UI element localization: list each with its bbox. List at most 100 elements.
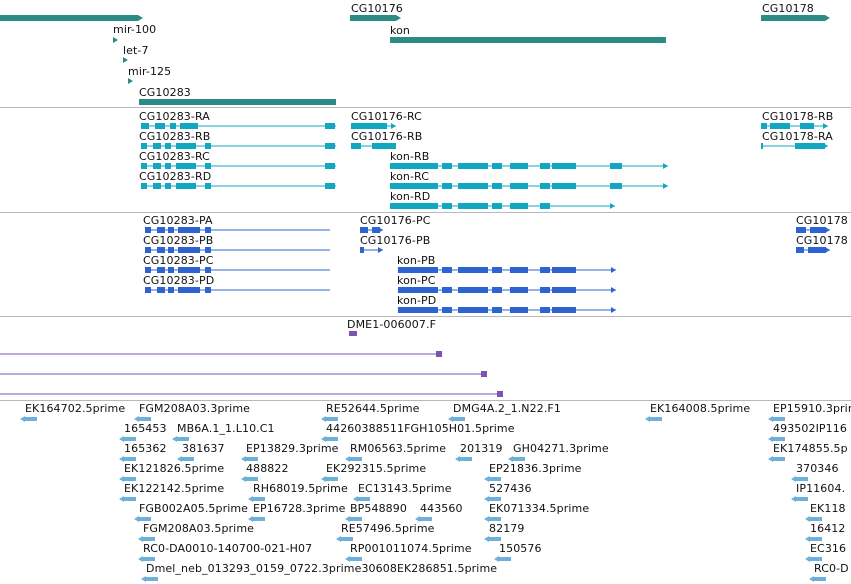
est-label[interactable]: RE57496.5prime	[341, 522, 435, 535]
transcript-label[interactable]: CG10178-RB	[762, 110, 834, 123]
est-label[interactable]: RH68019.5prime	[253, 482, 348, 495]
protein-label[interactable]: CG10178	[796, 214, 848, 227]
est-label[interactable]: EK121826.5prime	[124, 462, 225, 475]
est-label[interactable]: MB6A.1_1.L10.C1	[177, 422, 275, 435]
est-label[interactable]: EK164702.5prime	[25, 402, 126, 415]
gene-label[interactable]: CG10178	[762, 2, 814, 15]
est-label[interactable]: RM06563.5prime	[350, 442, 447, 455]
est-label[interactable]: 527436	[489, 482, 532, 495]
est-tick	[420, 517, 432, 521]
protein-label[interactable]: CG10283-PD	[143, 274, 215, 287]
transcript-label[interactable]: CG10283-RA	[139, 110, 210, 123]
est-label[interactable]: EP21836.3prime	[489, 462, 582, 475]
exon-block	[442, 163, 452, 169]
est-label[interactable]: EC13143.5prime	[358, 482, 452, 495]
protein-label[interactable]: kon-PC	[397, 274, 436, 287]
gene-label[interactable]: CG10176	[351, 2, 403, 15]
est-label[interactable]: RE52644.5prime	[326, 402, 420, 415]
transcript-label[interactable]: CG10176-RB	[351, 130, 423, 143]
est-tick	[499, 557, 511, 561]
alignment-track: DME1-006007.F	[0, 317, 851, 400]
est-label[interactable]: 381637	[182, 442, 225, 455]
track-divider	[0, 212, 851, 213]
est-label[interactable]: EK071334.5prime	[489, 502, 590, 515]
transcript-label[interactable]: kon-RB	[390, 150, 430, 163]
est-label[interactable]: FGM208A03.5prime	[143, 522, 254, 535]
protein-label[interactable]: CG10176-PB	[360, 234, 431, 247]
est-tick	[460, 457, 472, 461]
gene-bar-cg10176[interactable]	[350, 15, 396, 21]
est-tick	[773, 417, 785, 421]
gene-label[interactable]: mir-100	[113, 23, 157, 36]
protein-label[interactable]: CG10283-PB	[143, 234, 214, 247]
protein-label[interactable]: kon-PB	[397, 254, 436, 267]
strand-arrow-icon	[113, 37, 118, 43]
gene-bar-kon[interactable]	[390, 37, 666, 43]
gene-label[interactable]: let-7	[123, 44, 149, 57]
est-label[interactable]: IP11604.	[796, 482, 846, 495]
est-label[interactable]: 150576	[499, 542, 542, 555]
gene-label[interactable]: CG10283	[139, 86, 191, 99]
est-label[interactable]: 201319	[460, 442, 503, 455]
est-label[interactable]: FGM208A03.3prime	[139, 402, 250, 415]
strand-arrow-icon	[809, 576, 814, 582]
est-label[interactable]: 44260388511FGH105H01.5prime	[326, 422, 515, 435]
est-label[interactable]: EK292315.5prime	[326, 462, 427, 475]
est-label[interactable]: RC0-DA0010-140700-021-H07	[143, 542, 313, 555]
gene-bar-cg10178[interactable]	[761, 15, 825, 21]
exon-block	[390, 163, 438, 169]
gene-label[interactable]: kon	[390, 24, 410, 37]
est-label[interactable]: EK164008.5prime	[650, 402, 751, 415]
est-label[interactable]: 488822	[246, 462, 289, 475]
est-label[interactable]: EC316	[810, 542, 847, 555]
est-label[interactable]: 82179	[489, 522, 525, 535]
est-tick	[253, 497, 265, 501]
est-label[interactable]: RP001011074.5prime	[350, 542, 472, 555]
est-label[interactable]: EK122142.5prime	[124, 482, 225, 495]
est-label[interactable]: 165362	[124, 442, 167, 455]
protein-label[interactable]: CG10176-PC	[360, 214, 431, 227]
strand-arrow-icon	[128, 78, 133, 84]
est-label[interactable]: BP548890	[350, 502, 407, 515]
gene-bar-cg10283[interactable]	[139, 99, 336, 105]
transcript-label[interactable]: CG10176-RC	[351, 110, 422, 123]
est-tick	[25, 417, 37, 421]
est-label[interactable]: DMG4A.2_1.N22.F1	[453, 402, 561, 415]
protein-label[interactable]: CG10178	[796, 234, 848, 247]
strand-arrow-icon	[20, 416, 25, 422]
strand-arrow-icon	[825, 227, 830, 233]
est-label[interactable]: RC0-D	[814, 562, 849, 575]
est-label[interactable]: EK174855.5p	[773, 442, 848, 455]
gene-label[interactable]: mir-125	[128, 65, 172, 78]
strand-arrow-icon	[391, 123, 396, 129]
est-label[interactable]: EP13829.3prime	[246, 442, 339, 455]
alignment-label[interactable]: DME1-006007.F	[347, 318, 436, 331]
exon-block	[510, 203, 528, 209]
est-label[interactable]: 165453	[124, 422, 167, 435]
est-label[interactable]: 493502IP116	[773, 422, 847, 435]
est-label[interactable]: 443560	[420, 502, 463, 515]
protein-label[interactable]: kon-PD	[397, 294, 437, 307]
est-tick	[773, 437, 785, 441]
est-label[interactable]: FGB002A05.5prime	[139, 502, 249, 515]
exon-block	[458, 307, 488, 313]
protein-label[interactable]: CG10283-PC	[143, 254, 214, 267]
transcript-label[interactable]: CG10283-RC	[139, 150, 210, 163]
est-label[interactable]: Dmel_neb_013293_0159_0722.3prime30608EK2…	[146, 562, 498, 575]
transcript-label[interactable]: kon-RC	[390, 170, 430, 183]
gene-bar-mir100-region[interactable]	[0, 15, 138, 21]
est-label[interactable]: EP15910.3prime	[773, 402, 851, 415]
alignment-block	[497, 391, 503, 397]
transcript-label[interactable]: CG10283-RB	[139, 130, 211, 143]
est-label[interactable]: 16412	[810, 522, 846, 535]
est-label[interactable]: EK118	[810, 502, 846, 515]
est-label[interactable]: EP16728.3prime	[253, 502, 346, 515]
transcript-label[interactable]: kon-RD	[390, 190, 431, 203]
protein-label[interactable]: CG10283-PA	[143, 214, 213, 227]
est-tick	[182, 457, 194, 461]
est-label[interactable]: 370346	[796, 462, 839, 475]
exon-block	[810, 227, 826, 233]
transcript-label[interactable]: CG10283-RD	[139, 170, 212, 183]
transcript-label[interactable]: CG10178-RA	[762, 130, 833, 143]
est-label[interactable]: GH04271.3prime	[513, 442, 609, 455]
